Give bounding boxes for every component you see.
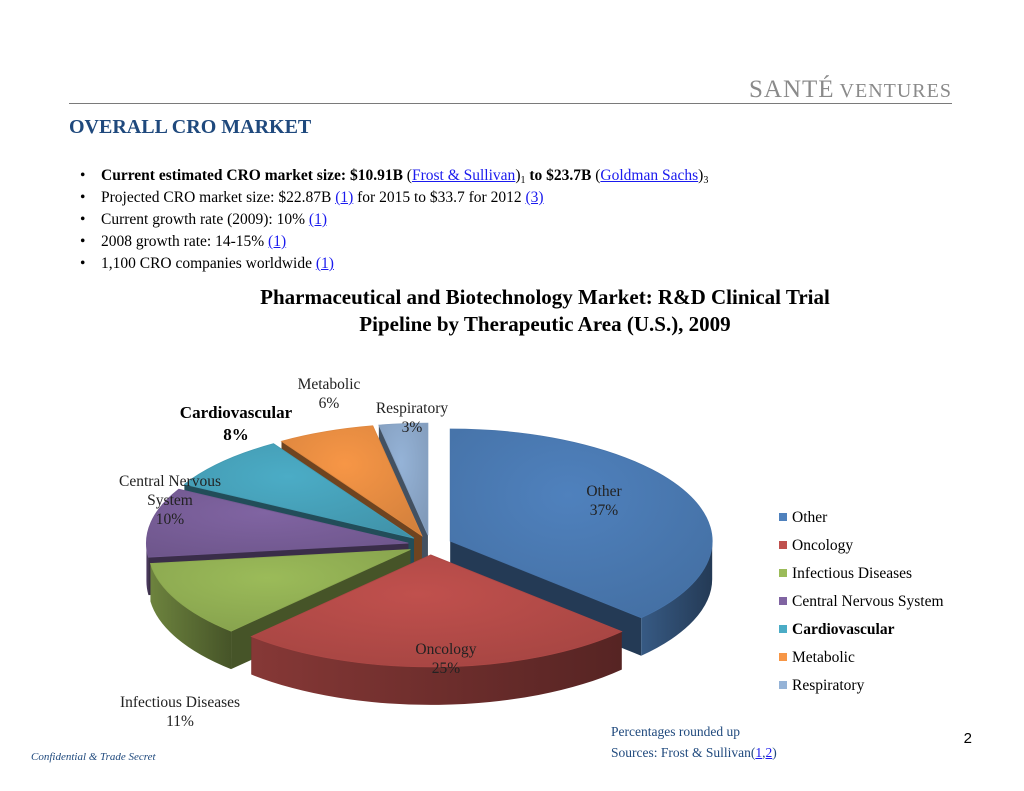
footnote-rounding: Percentages rounded up	[611, 724, 740, 739]
slice-top	[183, 443, 415, 539]
bullet-company-count: 1,100 CRO companies worldwide (1)	[80, 253, 708, 275]
ref-link-1[interactable]: (1)	[268, 233, 287, 250]
label-cns-value: 10%	[155, 511, 185, 528]
sources-text: Sources: Frost & Sullivan(	[611, 745, 756, 760]
label-other: Other 37%	[574, 482, 634, 520]
projected-size-middle-text: for 2015 to $33.7 for 2012	[357, 189, 522, 206]
pie-slices	[146, 422, 713, 705]
slice-top	[280, 425, 423, 537]
slice-outer-wall	[641, 541, 713, 656]
sources-sep: ,	[762, 745, 766, 760]
legend-item-respiratory: Respiratory	[779, 676, 944, 704]
slice-top	[449, 428, 713, 619]
header-rule	[69, 103, 952, 104]
source-link-2[interactable]: 2	[765, 745, 773, 760]
ref-subscript-1: 1	[520, 175, 526, 186]
label-metabolic-value: 6%	[318, 395, 340, 412]
label-infectious-name: Infectious Diseases	[119, 694, 241, 711]
label-cardio-name: Cardiovascular	[179, 403, 293, 422]
chart-footnote: Percentages rounded up Sources: Frost & …	[611, 721, 777, 763]
legend-item-metabolic: Metabolic	[779, 648, 944, 676]
label-other-value: 37%	[589, 502, 619, 519]
legend-label: Metabolic	[792, 649, 855, 666]
slice-outer-wall	[150, 563, 232, 670]
legend-swatch	[779, 625, 787, 633]
legend-label: Central Nervous System	[792, 593, 944, 610]
label-cns-name-1: Central Nervous	[118, 473, 221, 490]
label-oncology-name: Oncology	[415, 641, 477, 658]
bullet-growth-2009: Current growth rate (2009): 10% (1)	[80, 209, 708, 231]
ref-link-1[interactable]: (1)	[315, 255, 334, 272]
ref-link-3[interactable]: (3)	[525, 189, 544, 206]
label-oncology: Oncology 25%	[396, 640, 496, 678]
page-number: 2	[963, 730, 972, 747]
label-cns-name-2: System	[147, 492, 193, 509]
legend-label: Oncology	[792, 537, 854, 554]
label-respiratory: Respiratory 3%	[366, 399, 458, 437]
growth-2008-text: 2008 growth rate: 14-15%	[101, 233, 265, 250]
page-title: OVERALL CRO MARKET	[69, 116, 312, 138]
label-cns: Central Nervous System 10%	[105, 472, 235, 529]
bullet-projected-size: Projected CRO market size: $22.87B (1) f…	[80, 187, 708, 209]
frost-sullivan-link[interactable]: Frost & Sullivan	[411, 167, 516, 184]
slice-top	[250, 554, 623, 668]
legend-label: Other	[792, 509, 828, 526]
legend-item-other: Other	[779, 508, 944, 536]
company-count-text: 1,100 CRO companies worldwide	[101, 255, 312, 272]
sources-close: )	[772, 745, 777, 760]
legend-item-oncology: Oncology	[779, 536, 944, 564]
pie-slice-oncology	[250, 554, 623, 705]
label-metabolic: Metabolic 6%	[289, 375, 369, 413]
sante-ventures-logo: SANTÉ VENTURES	[749, 76, 952, 104]
chart-title-line-1: Pharmaceutical and Biotechnology Market:…	[260, 285, 830, 309]
confidential-note: Confidential & Trade Secret	[31, 751, 156, 763]
legend-swatch	[779, 653, 787, 661]
label-oncology-value: 25%	[431, 660, 461, 677]
ref-link-1[interactable]: (1)	[308, 211, 327, 228]
chart-title: Pharmaceutical and Biotechnology Market:…	[200, 284, 890, 338]
legend-swatch	[779, 569, 787, 577]
bullet-growth-2008: 2008 growth rate: 14-15% (1)	[80, 231, 708, 253]
label-cardiovascular: Cardiovascular 8%	[164, 402, 308, 446]
label-infectious: Infectious Diseases 11%	[100, 693, 260, 731]
slice-top	[146, 488, 409, 558]
legend-item-cardiovascular: Cardiovascular	[779, 620, 944, 648]
source-link-1[interactable]: 1	[755, 745, 763, 760]
legend-swatch	[779, 513, 787, 521]
footnote-sources: Sources: Frost & Sullivan(1,2)	[611, 742, 777, 763]
legend-swatch	[779, 541, 787, 549]
bullet-list: Current estimated CRO market size: $10.9…	[80, 165, 708, 275]
logo-word-sante: SANTÉ	[748, 76, 835, 103]
ref-link-1[interactable]: (1)	[335, 189, 354, 206]
market-size-upper-text: to $23.7B	[529, 167, 592, 184]
label-cardio-value: 8%	[223, 425, 249, 444]
label-respiratory-name: Respiratory	[375, 400, 449, 417]
growth-2009-text: Current growth rate (2009): 10%	[101, 211, 306, 228]
label-respiratory-value: 3%	[401, 419, 423, 436]
bullet-market-size: Current estimated CRO market size: $10.9…	[80, 165, 708, 187]
slice-outer-wall	[251, 631, 622, 705]
slice-top	[149, 549, 411, 632]
legend-label: Infectious Diseases	[792, 565, 913, 582]
chart-title-line-2: Pipeline by Therapeutic Area (U.S.), 200…	[359, 312, 731, 336]
goldman-sachs-link[interactable]: Goldman Sachs	[600, 167, 699, 184]
label-metabolic-name: Metabolic	[297, 376, 361, 393]
legend-label: Cardiovascular	[792, 621, 895, 638]
legend-item-infectious: Infectious Diseases	[779, 564, 944, 592]
label-other-name: Other	[586, 483, 622, 500]
ref-subscript-3: 3	[703, 175, 709, 186]
label-infectious-value: 11%	[166, 713, 194, 730]
legend-swatch	[779, 597, 787, 605]
legend-item-cns: Central Nervous System	[779, 592, 944, 620]
chart-legend: Other Oncology Infectious Diseases Centr…	[779, 508, 944, 704]
logo-word-ventures: VENTURES	[839, 80, 952, 102]
legend-label: Respiratory	[792, 677, 865, 694]
projected-size-text: Projected CRO market size: $22.87B	[101, 189, 332, 206]
slice-top	[378, 422, 429, 536]
market-size-text: Current estimated CRO market size: $10.9…	[101, 167, 403, 184]
legend-swatch	[779, 681, 787, 689]
